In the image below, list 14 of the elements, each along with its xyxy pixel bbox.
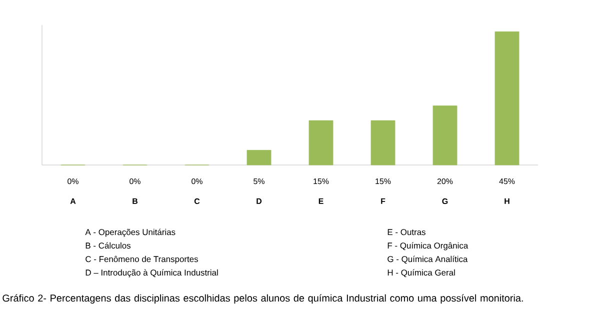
text: C - Fenômeno de Transportes <box>86 256 198 264</box>
text: B - Cálculos <box>86 242 131 249</box>
text: Gráfico 2- Percentagens das disciplinas escolhidas pelos alunos de química Industrial como uma possível monitoria. <box>2 294 523 304</box>
bar <box>432 106 458 166</box>
bar <box>494 31 520 166</box>
text: H - Química Geral <box>388 269 455 278</box>
text: G - Química Analítica <box>388 256 468 264</box>
bar <box>308 120 334 166</box>
bar <box>370 120 396 166</box>
text: D – Introdução à Química Industrial <box>86 269 218 278</box>
text: A - Operações Unitárias <box>85 228 176 237</box>
text: E - Outras <box>388 229 426 236</box>
text: F - Química Orgânica <box>388 242 468 250</box>
bar <box>246 150 272 166</box>
